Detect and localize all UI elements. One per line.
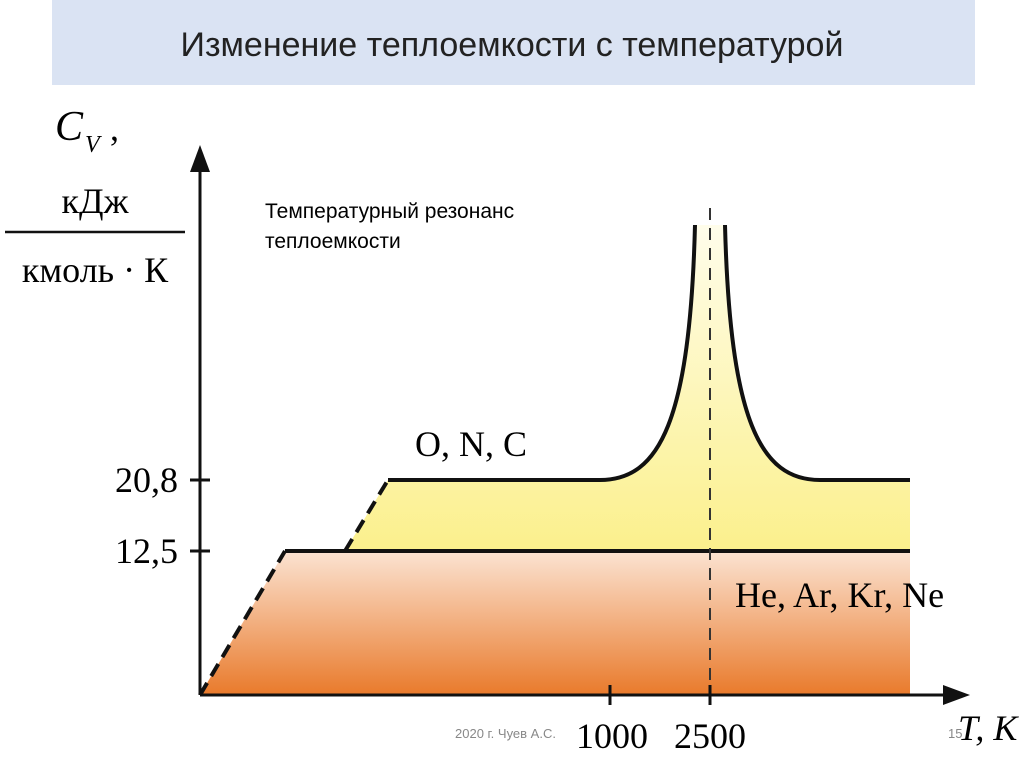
y-arrow [190, 145, 210, 172]
y-label-numerator: кДж [62, 181, 130, 221]
page-number: 15 [948, 726, 962, 741]
polyatomic-label: O, N, C [415, 424, 527, 464]
monatomic-dashed [198, 549, 287, 697]
y-label-suffix: , [110, 108, 119, 148]
polyatomic-right [723, 224, 910, 482]
title-banner [52, 0, 975, 85]
monatomic-region [200, 551, 910, 695]
x-tick-label: 2500 [674, 716, 746, 756]
polyatomic-left [388, 224, 697, 482]
x-label: T, K [958, 708, 1019, 748]
polyatomic-dashed [343, 478, 390, 553]
y-tick-label: 20,8 [115, 460, 178, 500]
x-arrow [943, 685, 970, 705]
curves [198, 224, 910, 697]
y-tick-label: 12,5 [115, 531, 178, 571]
axes [190, 165, 950, 705]
resonance-note: теплоемкости [265, 230, 401, 253]
y-label-symbol: C [55, 104, 84, 150]
resonance-note: Температурный резонанс [265, 200, 514, 223]
footer-author: 2020 г. Чуев А.С. [455, 726, 556, 741]
monatomic-label: He, Ar, Kr, Ne [735, 575, 944, 615]
y-label-subscript: V [85, 132, 102, 158]
polyatomic-region [345, 225, 910, 551]
slide-title: Изменение теплоемкости с температурой [181, 26, 844, 64]
y-label-denominator: кмоль · К [22, 250, 169, 290]
x-tick-label: 1000 [576, 716, 648, 756]
